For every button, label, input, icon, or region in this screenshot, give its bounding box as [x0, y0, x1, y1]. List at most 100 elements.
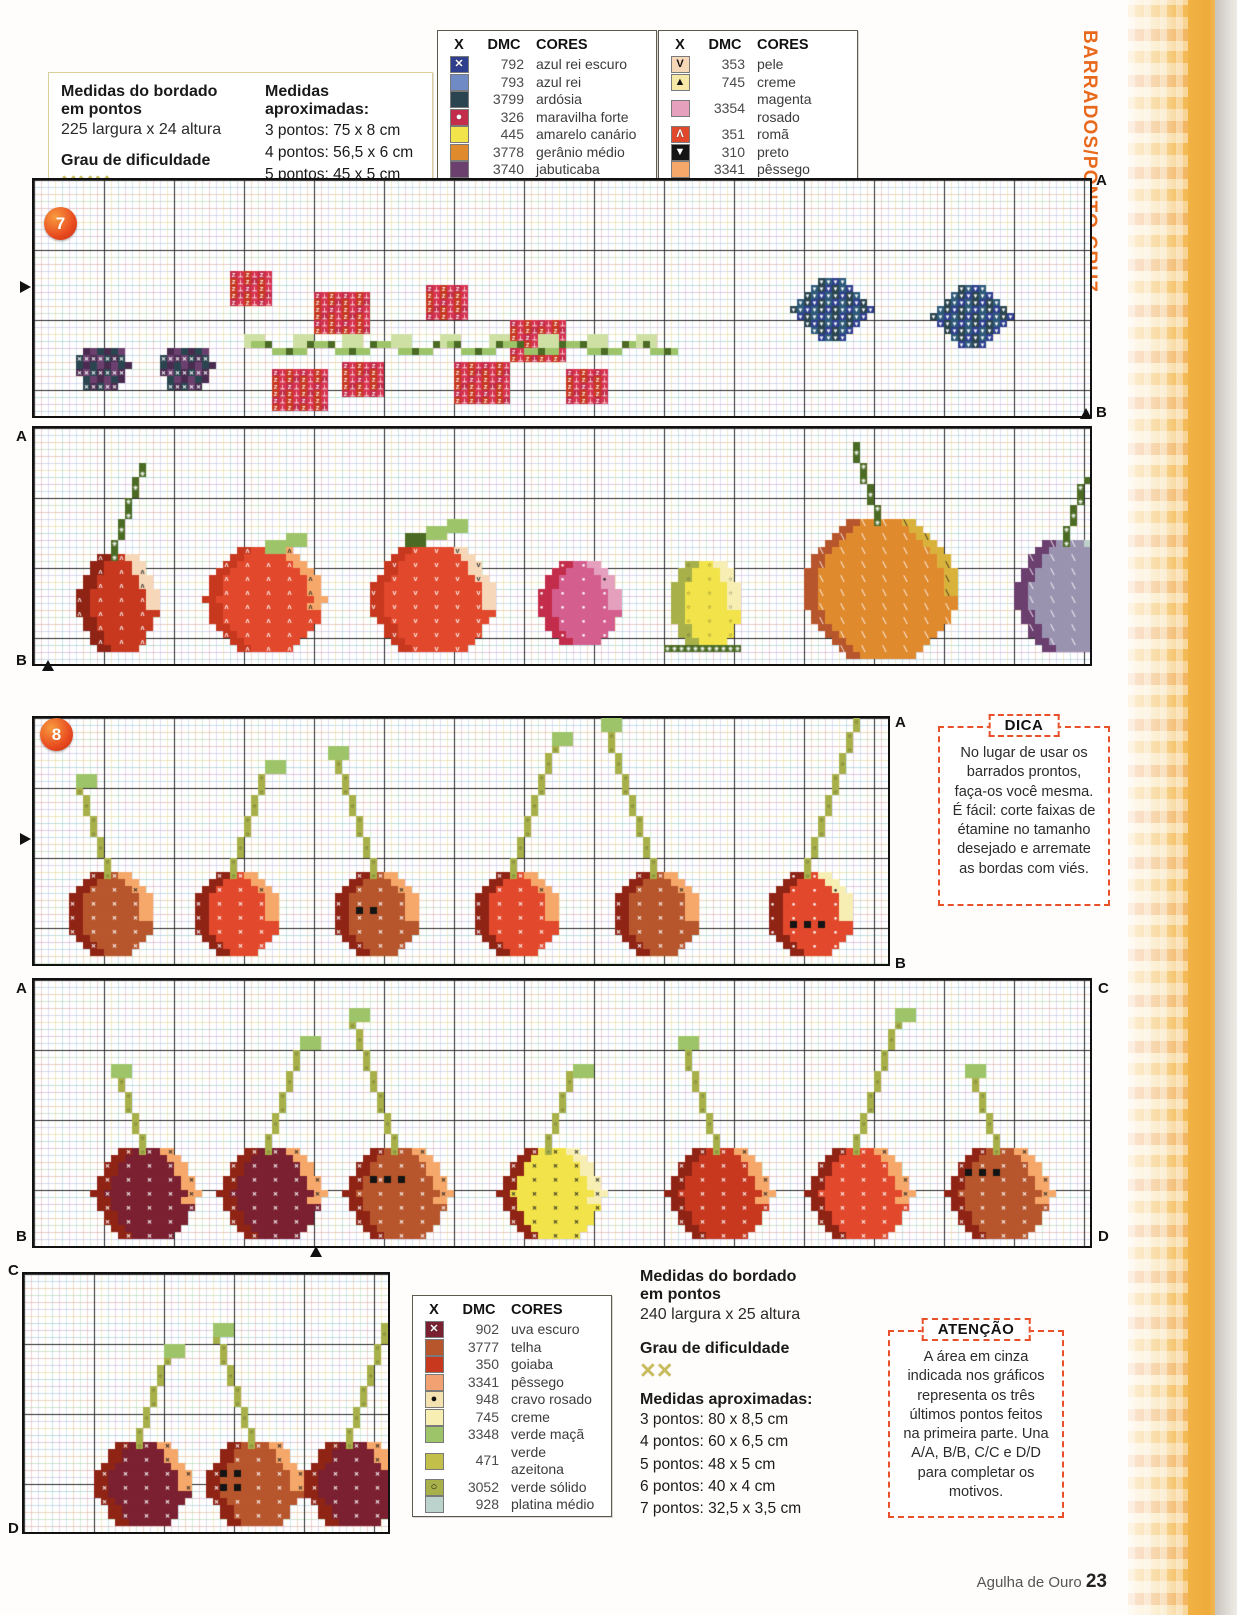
legend-symbol-swatch: ▲	[665, 73, 699, 92]
top-meas-title-2: em pontos	[61, 101, 142, 119]
page-edge-shadow	[1215, 0, 1237, 1615]
stitch-grid-canvas	[34, 718, 888, 964]
legend-color-name: verde azeitona	[511, 1443, 564, 1478]
bottom-approx-title: Medidas aproximadas:	[640, 1390, 813, 1408]
legend-color-name: verde maçã	[511, 1426, 585, 1442]
legend-row: 3740 jabuticaba	[444, 161, 650, 179]
legend-dmc-code: 3740	[492, 161, 524, 177]
color-swatch-3341	[424, 1373, 444, 1391]
legend-symbol-swatch	[419, 1408, 453, 1427]
chart-8-row-a[interactable]	[32, 716, 890, 966]
legend-header-dmc: DMC	[708, 37, 742, 53]
color-swatch-3740	[449, 161, 469, 179]
atencao-callout: ATENÇÃO A área em cinza indicada nos grá…	[888, 1318, 1064, 1518]
legend-symbol-swatch	[419, 1356, 453, 1374]
top-meas-title-1: Medidas do bordado	[61, 83, 218, 100]
color-swatch-3777	[424, 1338, 444, 1356]
legend-row: 3777 telha	[419, 1339, 605, 1357]
legend-symbol-swatch: ●	[419, 1391, 453, 1409]
color-swatch-792: ✕	[449, 56, 469, 74]
legend-color-name: amarelo canário	[536, 126, 637, 142]
legend-symbol-swatch	[419, 1444, 453, 1479]
chart-7-row-b[interactable]	[32, 426, 1092, 666]
legend-row: 3799 ardósia	[444, 91, 650, 109]
atencao-caption: ATENÇÃO	[921, 1318, 1031, 1341]
color-swatch-3052: ○	[424, 1478, 444, 1496]
legend-row: V 353 pele	[665, 56, 851, 74]
chart-7-row-a[interactable]	[32, 178, 1092, 418]
legend-header-dmc: DMC	[462, 1302, 496, 1318]
bottom-difficulty-marks: ××	[640, 1354, 674, 1385]
legend-color-name: telha	[511, 1338, 542, 1355]
legend-color-name: romã	[757, 126, 789, 142]
top-approx-title: Medidas aproximadas:	[265, 83, 370, 119]
legend-symbol-swatch: ▼	[665, 143, 699, 162]
marker-d-chart8b: D	[1098, 1228, 1109, 1245]
legend-table: X DMC CORES ✕ 902 uva escuro 3777 telha 350 go…	[419, 1301, 605, 1514]
legend-dmc-code: 792	[500, 56, 524, 72]
top-difficulty-label: Grau de dificuldade	[61, 151, 211, 169]
marker-a-chart8b: A	[16, 980, 27, 997]
legend-symbol-swatch: ✕	[419, 1321, 453, 1339]
legend-color-name: magenta rosado	[757, 91, 812, 125]
legend-symbol-swatch: Λ	[665, 126, 699, 144]
legend-dmc-code: 351	[721, 126, 745, 142]
legend-symbol-swatch: ○	[419, 1478, 453, 1497]
color-swatch-745: ▲	[670, 73, 690, 91]
stitch-grid-canvas	[34, 180, 1090, 416]
legend-row: ▲ 745 creme	[665, 74, 851, 92]
legend-color-name: gerânio médio	[536, 143, 625, 160]
legend-symbol-swatch	[444, 143, 478, 162]
bottom-stitch-count: 240 largura x 25 altura	[640, 1305, 801, 1323]
legend-dmc-code: 3354	[713, 99, 745, 116]
atencao-text: A área em cinza indicada nos gráficos re…	[903, 1349, 1049, 1500]
color-swatch-928	[424, 1496, 444, 1514]
legend-row: Λ 351 romã	[665, 126, 851, 144]
chart-badge-7: 7	[44, 207, 77, 240]
legend-color-name: maravilha forte	[536, 108, 629, 125]
approx-item: 3 pontos: 80 x 8,5 cm	[640, 1411, 789, 1428]
legend-symbol-swatch	[444, 126, 478, 144]
legend-color-name: pêssego	[511, 1373, 564, 1390]
legend-header-dmc: DMC	[487, 37, 521, 53]
color-swatch-745	[424, 1408, 444, 1426]
legend-color-name: pêssego	[757, 161, 810, 177]
legend-row: ● 326 maravilha forte	[444, 109, 650, 127]
row-arrow-left-8	[20, 833, 31, 845]
approx-item: 3 pontos: 75 x 8 cm	[265, 121, 401, 139]
legend-color-name: platina médio	[511, 1496, 595, 1512]
legend-symbol-swatch	[665, 91, 699, 126]
page-number: 23	[1085, 1571, 1107, 1592]
legend-color-name: azul rei	[536, 73, 582, 90]
page-footer: Agulha de Ouro 23	[977, 1571, 1107, 1593]
legend-dmc-code: 948	[475, 1391, 499, 1407]
row-arrow-up-7	[1080, 408, 1092, 419]
legend-symbol-swatch: ✕	[444, 56, 478, 74]
legend-symbol-swatch: ●	[444, 108, 478, 127]
marker-b-chart7: B	[1096, 404, 1107, 421]
legend-symbol-swatch	[419, 1496, 453, 1514]
chart-8-row-c[interactable]	[22, 1272, 390, 1534]
margin-pattern	[1128, 0, 1188, 1615]
legend-symbol-swatch	[419, 1373, 453, 1392]
bottom-measurements-block: Medidas do bordado em pontos 240 largura…	[640, 1268, 880, 1521]
color-swatch-3799	[449, 91, 469, 109]
legend-dmc-code: 3348	[467, 1426, 499, 1442]
legend-row: 3354 magenta rosado	[665, 91, 851, 126]
legend-header-cores: CORES	[536, 37, 588, 53]
approx-item: 4 pontos: 56,5 x 6 cm	[265, 144, 414, 162]
legend-symbol-swatch	[444, 73, 478, 92]
legend-dmc-code: 3778	[492, 143, 524, 160]
legend-color-name: goiaba	[511, 1356, 554, 1372]
chart-8-row-b[interactable]	[32, 978, 1092, 1248]
color-swatch-793	[449, 73, 469, 91]
legend-row: ✕ 902 uva escuro	[419, 1321, 605, 1339]
legend-color-name: creme	[757, 73, 796, 90]
color-swatch-902: ✕	[424, 1321, 444, 1339]
legend-color-name: uva escuro	[511, 1321, 580, 1337]
legend-row: 3778 gerânio médio	[444, 144, 650, 162]
color-legend-bottom: X DMC CORES ✕ 902 uva escuro 3777 telha 350 go…	[412, 1295, 612, 1517]
row-arrow-up-8b	[310, 1246, 322, 1257]
legend-dmc-code: 471	[475, 1452, 499, 1469]
legend-row: 3341 pêssego	[419, 1374, 605, 1392]
